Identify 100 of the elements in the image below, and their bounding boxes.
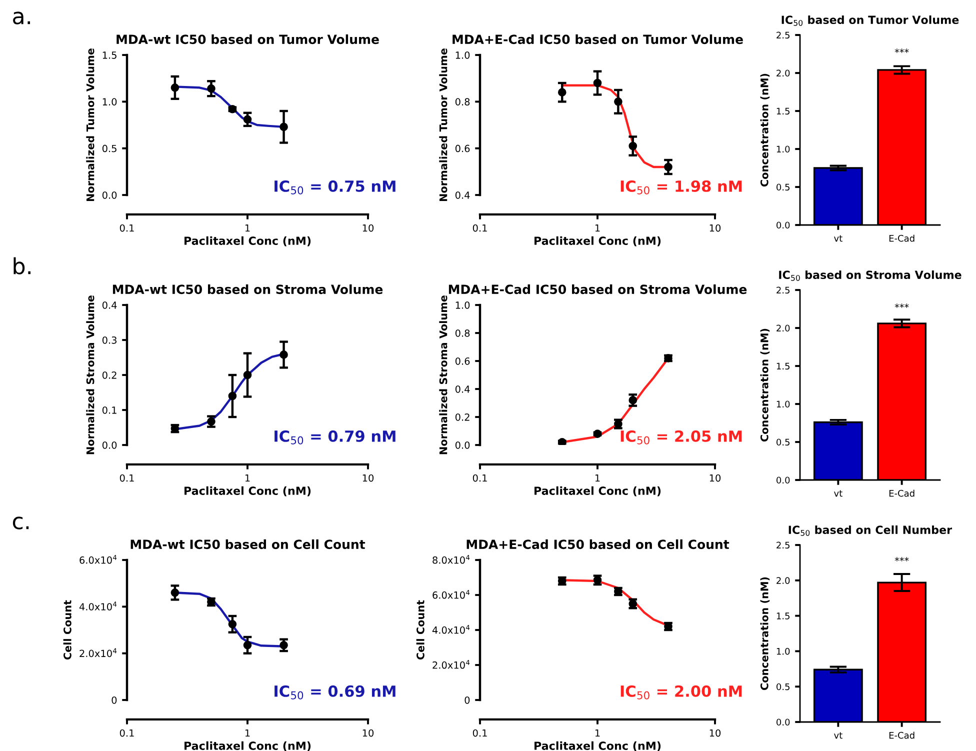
annotation: *** xyxy=(894,557,909,562)
y-tick-label: 2.0 xyxy=(776,324,790,332)
y-tick-label: 0.5 xyxy=(776,438,790,446)
y-tick-label: 1.5 xyxy=(102,52,116,59)
y-tick-label: 6.0x10$^{4}$ xyxy=(80,554,117,564)
y-tick-label: 2.0x10$^{4}$ xyxy=(80,648,117,658)
x-axis-title: Paclitaxel Conc (nM) xyxy=(534,741,661,751)
y-tick-label: 0.5 xyxy=(776,184,790,191)
y-tick-label: 0.4 xyxy=(102,301,117,309)
y-tick-label: 2.5 xyxy=(776,286,790,294)
y-tick-label: 0 xyxy=(464,696,470,704)
y-axis-title: Normalized Tumor Volume xyxy=(86,48,94,202)
x-tick-label: 0.1 xyxy=(472,224,487,232)
y-tick-label: 1.5 xyxy=(776,612,790,620)
x-axis-title: Paclitaxel Conc (nM) xyxy=(184,741,311,751)
x-tick-label: 10 xyxy=(710,224,721,232)
x-axis-title: Paclitaxel Conc (nM) xyxy=(534,236,661,246)
x-tick-label: 0.1 xyxy=(120,224,134,232)
x-tick-label: 10 xyxy=(362,474,374,482)
y-tick-label: 8.0x10$^{4}$ xyxy=(432,554,470,564)
chart-title: IC$_{50}$ based on Cell Number xyxy=(788,525,952,536)
y-tick-label: 0.2 xyxy=(455,413,470,421)
chart-title: MDA+E-Cad IC50 based on Cell Count xyxy=(466,539,730,550)
y-tick-label: 4.0x10$^{4}$ xyxy=(432,624,470,634)
y-tick-label: 6.0x10$^{4}$ xyxy=(432,590,470,599)
annotation: IC$_{50}$ = 2.00 nM xyxy=(620,685,742,700)
x-tick-label: vt xyxy=(834,732,842,739)
y-tick-label: 4.0x10$^{4}$ xyxy=(79,602,117,610)
y-tick-label: 0.0 xyxy=(776,222,790,229)
chart-title: MDA+E-Cad IC50 based on Tumor Volume xyxy=(452,34,743,44)
y-tick-label: 2.0x10$^{4}$ xyxy=(432,660,470,669)
y-tick-label: 0.0 xyxy=(102,191,117,199)
annotation: IC$_{50}$ = 0.79 nM xyxy=(274,430,396,444)
y-axis-title: Concentration (nM) xyxy=(760,74,770,187)
text: c. xyxy=(12,516,29,530)
y-axis-title: Normalized Stroma Volume xyxy=(439,295,448,454)
y-axis-title: Cell Count xyxy=(63,600,72,660)
x-tick-label: 1 xyxy=(595,474,600,482)
y-tick-label: 0.0 xyxy=(776,718,790,726)
x-tick-label: 1 xyxy=(595,729,600,737)
y-tick-label: 2.0 xyxy=(776,70,790,77)
x-axis-title: Paclitaxel Conc (nM) xyxy=(534,486,661,496)
chart-title: IC$_{50}$ based on Tumor Volume xyxy=(782,15,959,26)
chart-title: MDA+E-Cad IC50 based on Stroma Volume xyxy=(448,284,747,294)
annotation: *** xyxy=(894,304,909,308)
x-axis-title: Paclitaxel Conc (nM) xyxy=(184,486,311,496)
y-tick-label: 0.8 xyxy=(455,98,470,106)
y-tick-label: 1.0 xyxy=(776,648,790,655)
y-tick-label: 1.0 xyxy=(776,400,790,408)
y-axis-title: Concentration (nM) xyxy=(760,577,770,690)
x-tick-label: vt xyxy=(834,235,842,242)
x-tick-label: E-Cad xyxy=(889,490,914,497)
y-tick-label: 0.3 xyxy=(102,336,116,344)
y-tick-label: 0.8 xyxy=(455,329,470,337)
chart-title: IC$_{50}$ based on Stroma Volume xyxy=(779,270,962,281)
y-tick-label: 0.0 xyxy=(102,441,117,449)
x-tick-label: 1 xyxy=(595,224,600,232)
y-tick-label: 0.4 xyxy=(455,191,470,199)
x-tick-label: 1 xyxy=(245,474,250,482)
x-tick-label: 10 xyxy=(710,729,721,737)
y-tick-label: 2.0 xyxy=(776,577,790,584)
chart-title: MDA-wt IC50 based on Tumor Volume xyxy=(116,34,379,44)
chart-title: MDA-wt IC50 based on Stroma Volume xyxy=(112,284,383,294)
annotation: *** xyxy=(894,48,909,53)
y-axis-title: Concentration (nM) xyxy=(760,328,770,442)
y-tick-label: 1.5 xyxy=(776,108,790,115)
x-tick-label: 0.1 xyxy=(120,474,134,482)
y-tick-label: 0.1 xyxy=(102,406,116,414)
x-tick-label: 10 xyxy=(362,729,374,737)
x-tick-label: 1 xyxy=(245,224,250,232)
y-tick-label: 2.5 xyxy=(776,542,790,549)
annotation: IC$_{50}$ = 0.69 nM xyxy=(274,685,396,700)
x-axis-title: Paclitaxel Conc (nM) xyxy=(184,236,311,246)
annotation: IC$_{50}$ = 1.98 nM xyxy=(620,180,742,194)
y-tick-label: 1.5 xyxy=(776,362,790,370)
y-tick-label: 0.6 xyxy=(455,357,470,365)
x-tick-label: E-Cad xyxy=(889,234,914,242)
y-tick-label: 0.0 xyxy=(776,476,790,484)
x-tick-label: 1 xyxy=(245,729,250,737)
y-tick-label: 1.0 xyxy=(776,146,790,153)
x-tick-label: 10 xyxy=(362,224,374,232)
y-tick-label: 2.5 xyxy=(776,32,790,39)
y-tick-label: 1.0 xyxy=(456,301,470,309)
text: a. xyxy=(13,12,30,24)
y-tick-label: 0.6 xyxy=(455,144,470,152)
y-axis-title: Cell Count xyxy=(416,600,424,660)
x-tick-label: 0.1 xyxy=(472,474,487,482)
y-tick-label: 0.5 xyxy=(776,683,790,690)
x-tick-label: vt xyxy=(834,490,842,497)
annotation: IC$_{50}$ = 2.05 nM xyxy=(620,430,742,444)
y-tick-label: 1.0 xyxy=(456,51,470,59)
y-axis-title: Normalized Tumor Volume xyxy=(439,48,448,202)
y-tick-label: 1.0 xyxy=(102,98,117,106)
text: b. xyxy=(14,257,30,274)
annotation: IC$_{50}$ = 0.75 nM xyxy=(274,180,396,194)
x-tick-label: 0.1 xyxy=(120,729,134,737)
x-tick-label: 10 xyxy=(710,474,721,482)
x-tick-label: E-Cad xyxy=(889,732,914,739)
x-tick-label: 0.1 xyxy=(472,729,487,737)
y-tick-label: 0.2 xyxy=(102,371,116,379)
